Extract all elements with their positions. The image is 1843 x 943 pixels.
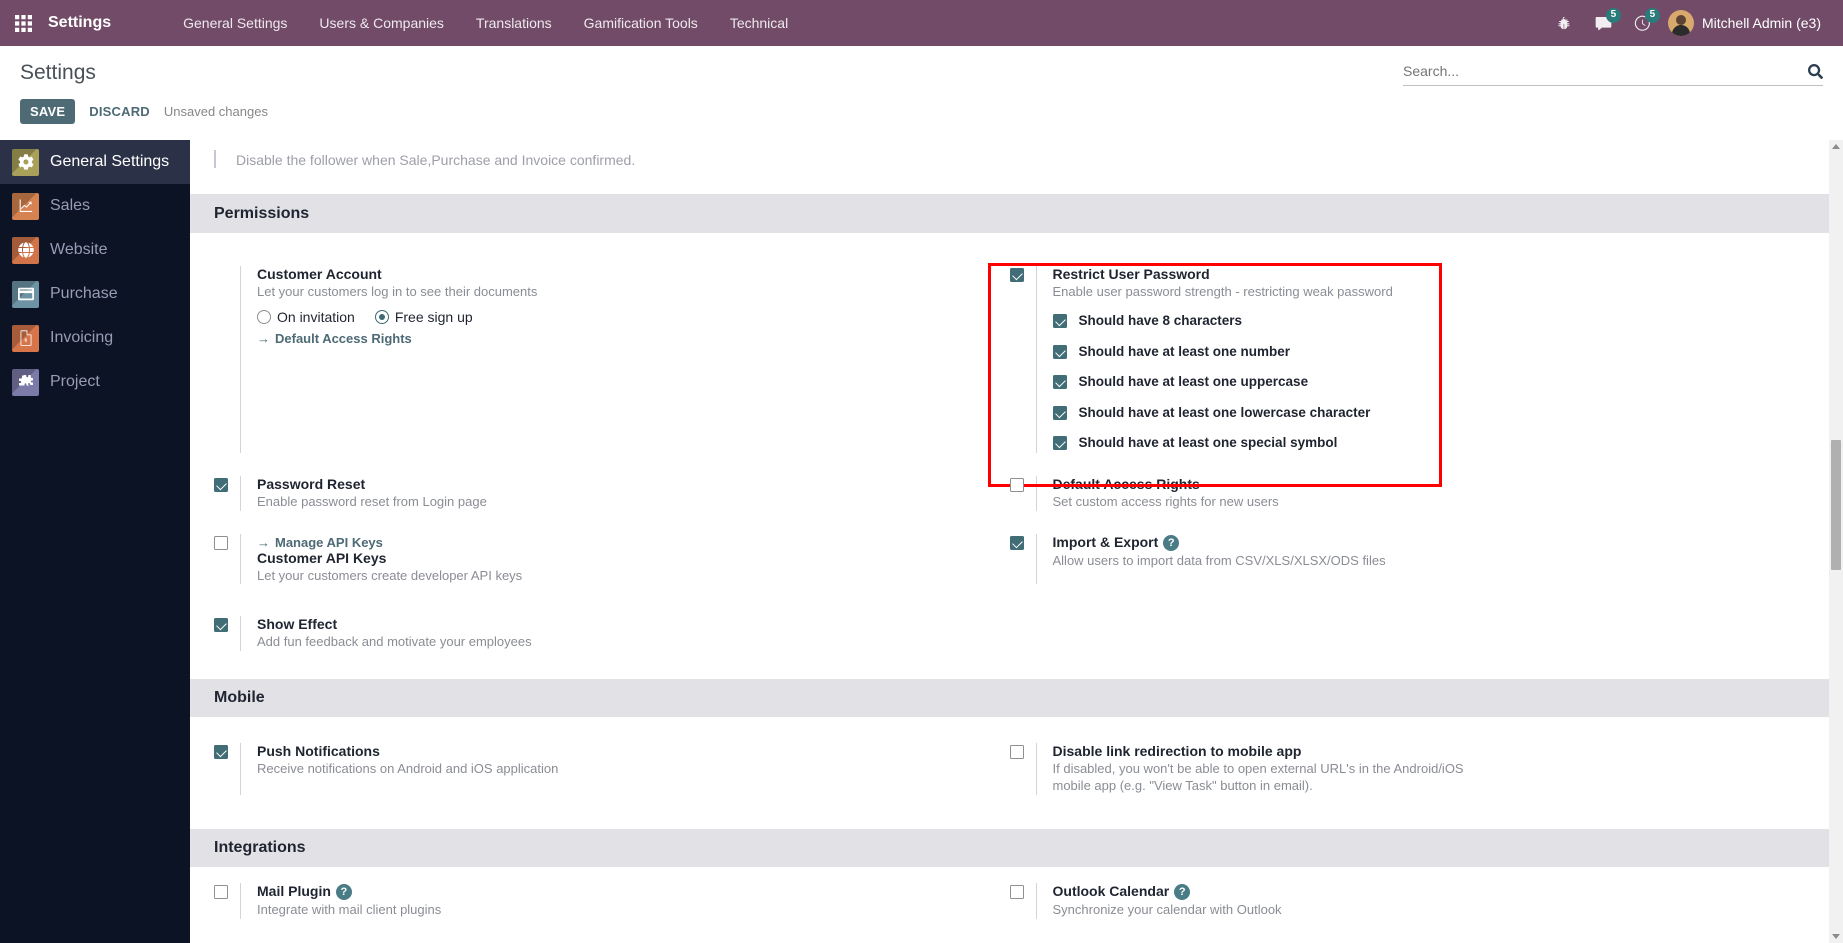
svg-text:$: $ (24, 337, 27, 342)
